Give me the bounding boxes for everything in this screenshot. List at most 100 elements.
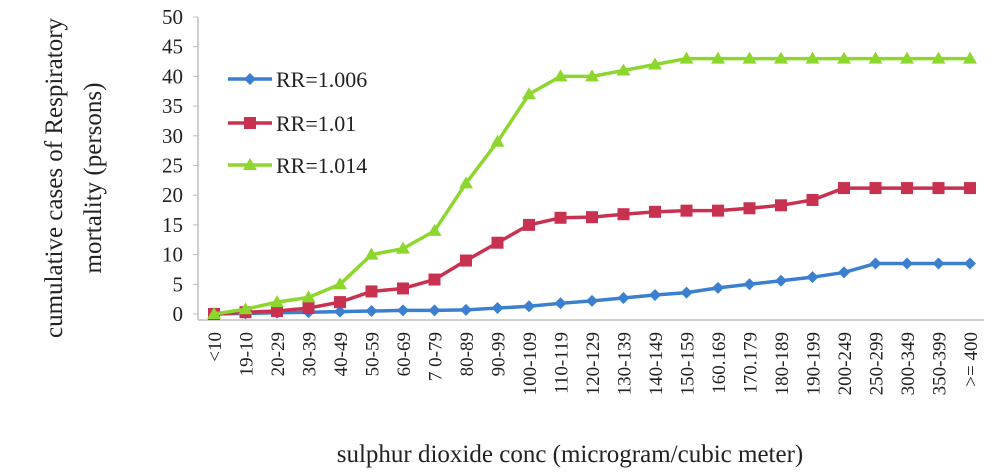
data-point bbox=[869, 257, 882, 270]
data-point bbox=[742, 51, 757, 64]
legend-item: RR=1.006 bbox=[228, 67, 367, 92]
data-point bbox=[679, 51, 694, 64]
x-tick-label: 20-29 bbox=[268, 332, 289, 376]
data-point bbox=[396, 241, 410, 254]
data-point bbox=[459, 176, 473, 189]
axis-titles: sulphur dioxide conc (microgram/cubic me… bbox=[41, 17, 803, 468]
data-point bbox=[271, 305, 283, 318]
data-point bbox=[207, 307, 221, 319]
data-point bbox=[586, 211, 598, 224]
data-point bbox=[964, 182, 976, 195]
y-axis-title-line: cumulative cases of Respiratory bbox=[41, 17, 68, 338]
data-point bbox=[460, 254, 472, 267]
x-tick-label: 300-349 bbox=[898, 332, 919, 395]
x-tick-label: 100-109 bbox=[520, 332, 541, 395]
data-point bbox=[900, 51, 914, 64]
y-tick-label: 20 bbox=[162, 183, 183, 207]
x-tick-label: 350-399 bbox=[930, 332, 951, 395]
x-tick-label: <10 bbox=[205, 332, 226, 362]
data-point bbox=[302, 302, 315, 315]
data-point bbox=[334, 296, 346, 309]
x-tick-label: 190-199 bbox=[804, 332, 825, 395]
x-tick-label: 80-89 bbox=[457, 332, 478, 376]
y-tick-label: 30 bbox=[162, 124, 183, 148]
y-tick-label: 45 bbox=[162, 35, 183, 59]
data-point bbox=[553, 69, 568, 82]
y-tick-label: 10 bbox=[162, 243, 183, 267]
x-tick-label: 140-149 bbox=[646, 332, 667, 395]
data-point bbox=[648, 57, 662, 70]
data-point bbox=[774, 51, 788, 64]
legend-label: RR=1.01 bbox=[276, 111, 356, 136]
data-point bbox=[931, 51, 946, 64]
x-tick-label: 180-189 bbox=[772, 332, 793, 395]
legend: RR=1.006 RR=1.01 RR=1.014 bbox=[228, 67, 367, 178]
data-point bbox=[333, 277, 347, 290]
data-point bbox=[523, 218, 535, 231]
data-point bbox=[964, 257, 976, 270]
y-axis-title-line: mortality (persons) bbox=[80, 83, 107, 274]
data-point bbox=[616, 63, 631, 76]
legend-item: RR=1.014 bbox=[228, 153, 367, 178]
x-axis-title: sulphur dioxide conc (microgram/cubic me… bbox=[337, 441, 804, 468]
data-point bbox=[837, 51, 851, 64]
data-point bbox=[554, 297, 567, 310]
x-tick-label: 250-299 bbox=[867, 332, 888, 395]
y-tick-label: 5 bbox=[173, 272, 184, 296]
x-tick-label: 60-69 bbox=[394, 332, 415, 376]
data-point bbox=[397, 282, 409, 295]
data-point bbox=[334, 305, 346, 318]
data-point bbox=[270, 295, 284, 308]
series-line bbox=[213, 56, 970, 316]
data-point bbox=[522, 87, 536, 100]
axes: 0 5 10 15 20 25 30 35 40 45 50 <10 19-10 20-29 30-39 40… bbox=[162, 5, 984, 395]
y-tick-label: 40 bbox=[162, 64, 183, 88]
legend-marker bbox=[244, 73, 256, 85]
legend-marker bbox=[244, 117, 256, 129]
data-point bbox=[806, 193, 819, 206]
data-point bbox=[364, 247, 379, 260]
x-tick-label: 150-159 bbox=[678, 332, 699, 395]
data-point bbox=[963, 51, 977, 64]
y-tick-label: 35 bbox=[162, 94, 183, 118]
y-tick-label: 25 bbox=[162, 154, 183, 178]
data-point bbox=[301, 290, 316, 303]
data-point bbox=[428, 304, 441, 317]
x-tick-label: 50-59 bbox=[363, 332, 384, 376]
data-point bbox=[868, 51, 883, 64]
data-point bbox=[932, 257, 945, 270]
x-tick-label: 90-99 bbox=[489, 332, 510, 376]
x-tick-label: 110-119 bbox=[552, 332, 573, 394]
data-point bbox=[617, 208, 630, 221]
data-point bbox=[427, 223, 442, 236]
data-point bbox=[365, 305, 378, 318]
data-point bbox=[712, 281, 724, 294]
x-tick-label: >= 400 bbox=[961, 332, 982, 387]
series-1 bbox=[208, 257, 976, 320]
data-point bbox=[775, 274, 787, 287]
data-point bbox=[743, 278, 756, 291]
legend-item: RR=1.01 bbox=[228, 111, 356, 136]
data-point bbox=[711, 51, 725, 64]
y-tick-label: 15 bbox=[162, 213, 183, 237]
legend-marker bbox=[243, 158, 257, 170]
data-point bbox=[238, 302, 253, 315]
data-point bbox=[649, 205, 661, 218]
x-tick-label: 170.179 bbox=[741, 332, 762, 394]
data-point bbox=[743, 202, 756, 215]
data-point bbox=[617, 291, 630, 304]
data-point bbox=[932, 182, 945, 195]
data-point bbox=[586, 294, 598, 307]
data-point bbox=[901, 182, 913, 195]
x-tick-label: 120-129 bbox=[583, 332, 604, 395]
series-2 bbox=[208, 182, 976, 320]
data-point bbox=[554, 211, 567, 224]
data-point bbox=[712, 204, 724, 217]
data-point bbox=[460, 303, 472, 316]
data-point bbox=[523, 300, 535, 313]
data-point bbox=[901, 257, 913, 270]
x-tick-label: 130-139 bbox=[615, 332, 636, 395]
x-tick-label: 160.169 bbox=[709, 332, 730, 394]
data-point bbox=[805, 51, 820, 64]
